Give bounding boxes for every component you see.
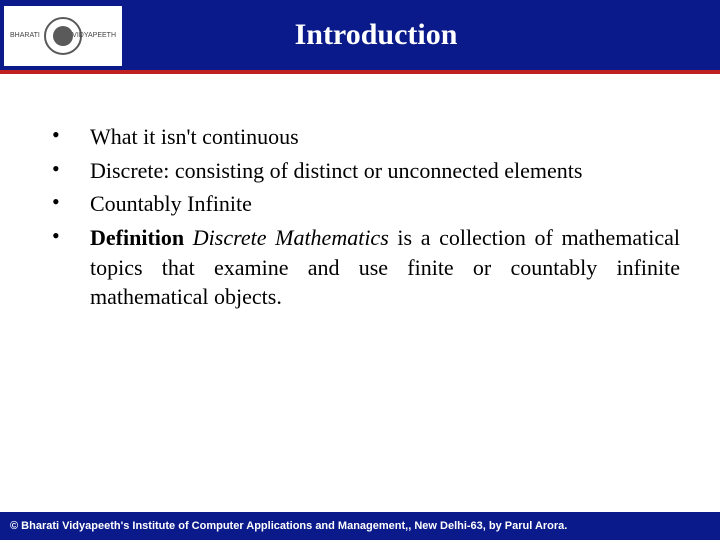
bullet-marker: •: [40, 122, 90, 148]
slide-content: •What it isn't continuous•Discrete: cons…: [0, 74, 720, 312]
text-segment: Countably Infinite: [90, 191, 252, 216]
bullet-text: Countably Infinite: [90, 189, 680, 219]
bullet-marker: •: [40, 223, 90, 249]
bullet-marker: •: [40, 156, 90, 182]
slide-footer: © Bharati Vidyapeeth's Institute of Comp…: [0, 512, 720, 540]
bullet-row: •Definition Discrete Mathematics is a co…: [40, 223, 680, 312]
bullet-row: •What it isn't continuous: [40, 122, 680, 152]
bullet-text: What it isn't continuous: [90, 122, 680, 152]
bullet-row: •Discrete: consisting of distinct or unc…: [40, 156, 680, 186]
bullet-marker: •: [40, 189, 90, 215]
logo-text-left: BHARATI: [10, 32, 40, 39]
slide-header: BHARATI VIDYAPEETH Introduction: [0, 0, 720, 70]
slide-title: Introduction: [122, 18, 720, 52]
text-segment: Discrete: consisting of distinct or unco…: [90, 158, 582, 183]
text-segment: What it isn't continuous: [90, 124, 299, 149]
bullet-row: •Countably Infinite: [40, 189, 680, 219]
text-segment: Discrete Mathematics: [193, 225, 389, 250]
logo-text-right: VIDYAPEETH: [72, 32, 116, 39]
logo-box: BHARATI VIDYAPEETH: [4, 6, 122, 66]
text-segment: Definition: [90, 225, 193, 250]
bullet-text: Definition Discrete Mathematics is a col…: [90, 223, 680, 312]
bullet-text: Discrete: consisting of distinct or unco…: [90, 156, 680, 186]
footer-text: © Bharati Vidyapeeth's Institute of Comp…: [10, 520, 567, 532]
